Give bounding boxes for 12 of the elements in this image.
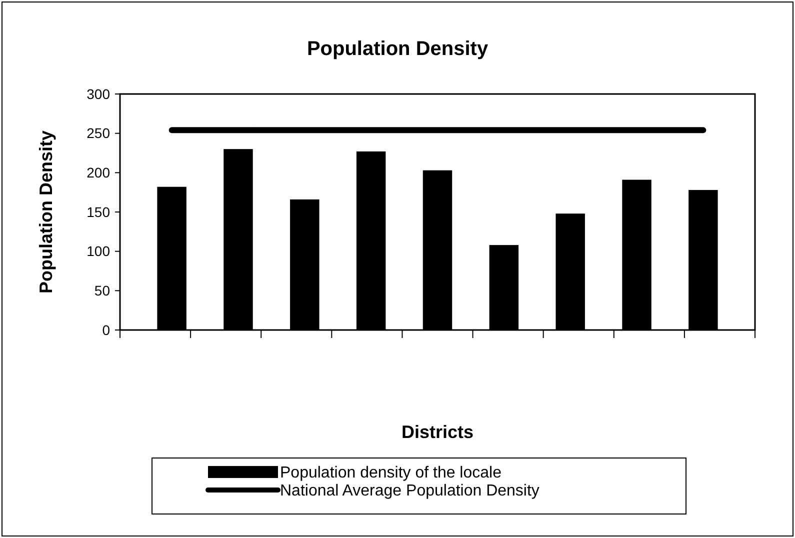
chart-title: Population Density: [306, 38, 489, 60]
y-axis-title: Population Density: [36, 130, 56, 294]
y-tick-label: 150: [86, 204, 110, 220]
legend-label: National Average Population Density: [280, 482, 540, 500]
y-tick-label: 0: [102, 322, 110, 338]
y-tick-label: 200: [86, 164, 110, 181]
x-axis-title: Districts: [401, 422, 474, 442]
legend-label: Population density of the locale: [280, 464, 502, 482]
y-tick-label: 250: [86, 125, 110, 142]
y-tick-label: 300: [86, 86, 110, 102]
y-tick-label: 50: [94, 282, 110, 299]
y-tick-label: 100: [86, 243, 110, 260]
